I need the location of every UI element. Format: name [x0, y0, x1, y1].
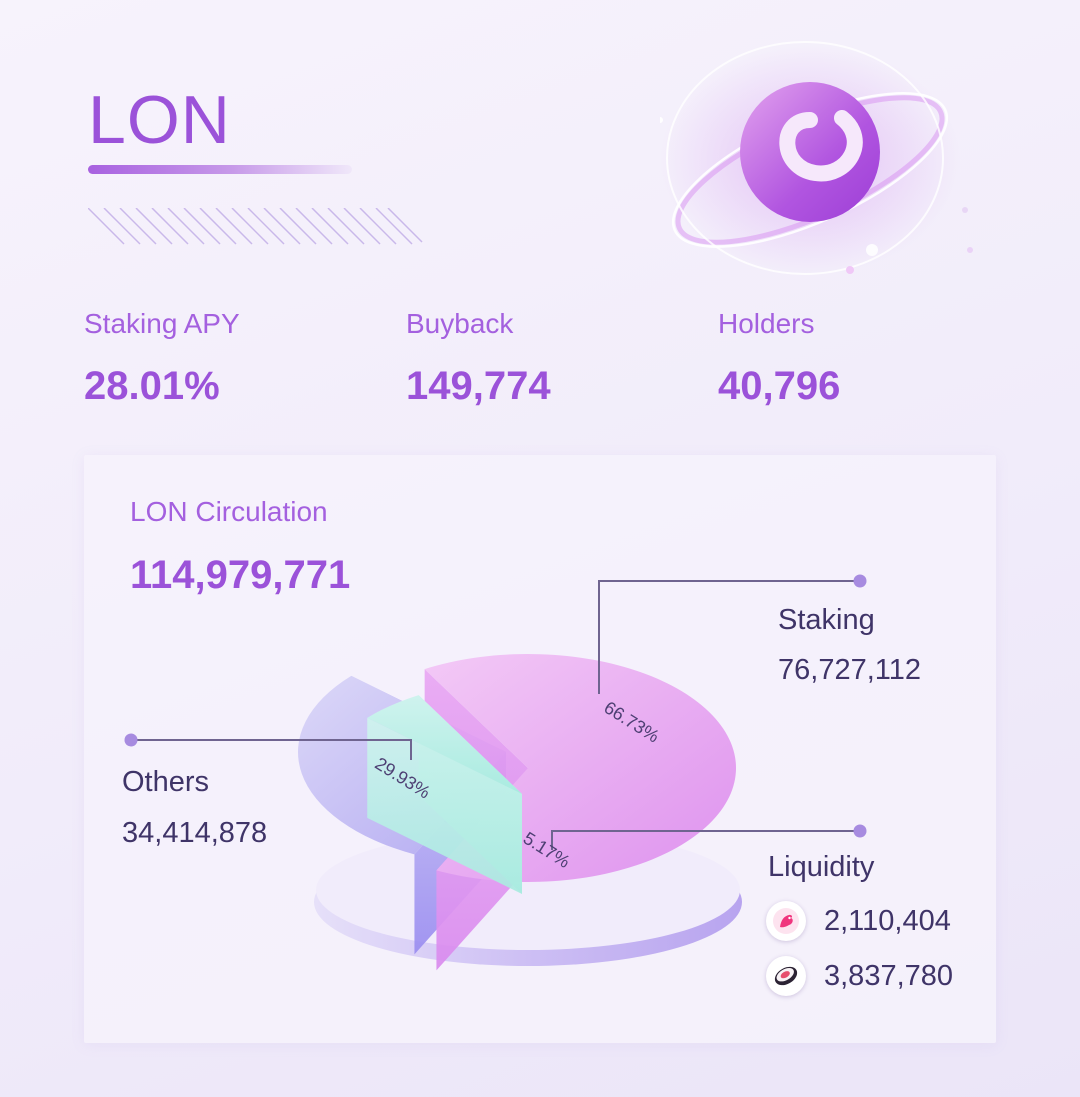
liquidity-value-sushiswap: 3,837,780: [824, 959, 954, 992]
leader-dot-others: [124, 733, 138, 747]
stat-label: Holders: [718, 308, 815, 339]
liquidity-row-sushiswap: 3,837,780: [766, 955, 953, 997]
slice-label-liquidity: Liquidity: [768, 851, 875, 883]
stat-value: 40,796: [718, 364, 841, 408]
slice-label-staking: Staking: [778, 604, 875, 636]
slice-top-liquidity: [367, 695, 522, 794]
sushiswap-icon: [766, 956, 806, 996]
stat-buyback: Buyback 149,774: [406, 308, 551, 408]
title-underline: [88, 165, 352, 174]
circulation-value: 114,979,771: [130, 553, 351, 597]
slice-label-others: Others: [122, 766, 210, 798]
slice-value-staking: 76,727,112: [778, 654, 921, 686]
slice-value-others: 34,414,878: [122, 817, 268, 849]
uniswap-icon: [766, 901, 806, 941]
leader-dot-staking: [853, 574, 867, 588]
lon-logo-icon: [660, 41, 973, 275]
stat-staking-apy: Staking APY 28.01%: [84, 308, 240, 408]
stat-holders: Holders 40,796: [718, 308, 841, 408]
stat-label: Buyback: [406, 308, 514, 339]
hatch-decoration: [88, 208, 423, 245]
page-title: LON: [88, 82, 231, 158]
liquidity-value-uniswap: 2,110,404: [824, 904, 951, 937]
stat-value: 28.01%: [84, 364, 220, 408]
stat-value: 149,774: [406, 364, 551, 408]
leader-dot-liquidity: [853, 824, 867, 838]
leader-line-staking: [598, 580, 860, 694]
stat-label: Staking APY: [84, 308, 240, 339]
leader-line-others: [131, 739, 412, 760]
circulation-label: LON Circulation: [130, 496, 328, 527]
liquidity-row-uniswap: 2,110,404: [766, 900, 951, 942]
leader-line-liquidity: [551, 830, 860, 850]
